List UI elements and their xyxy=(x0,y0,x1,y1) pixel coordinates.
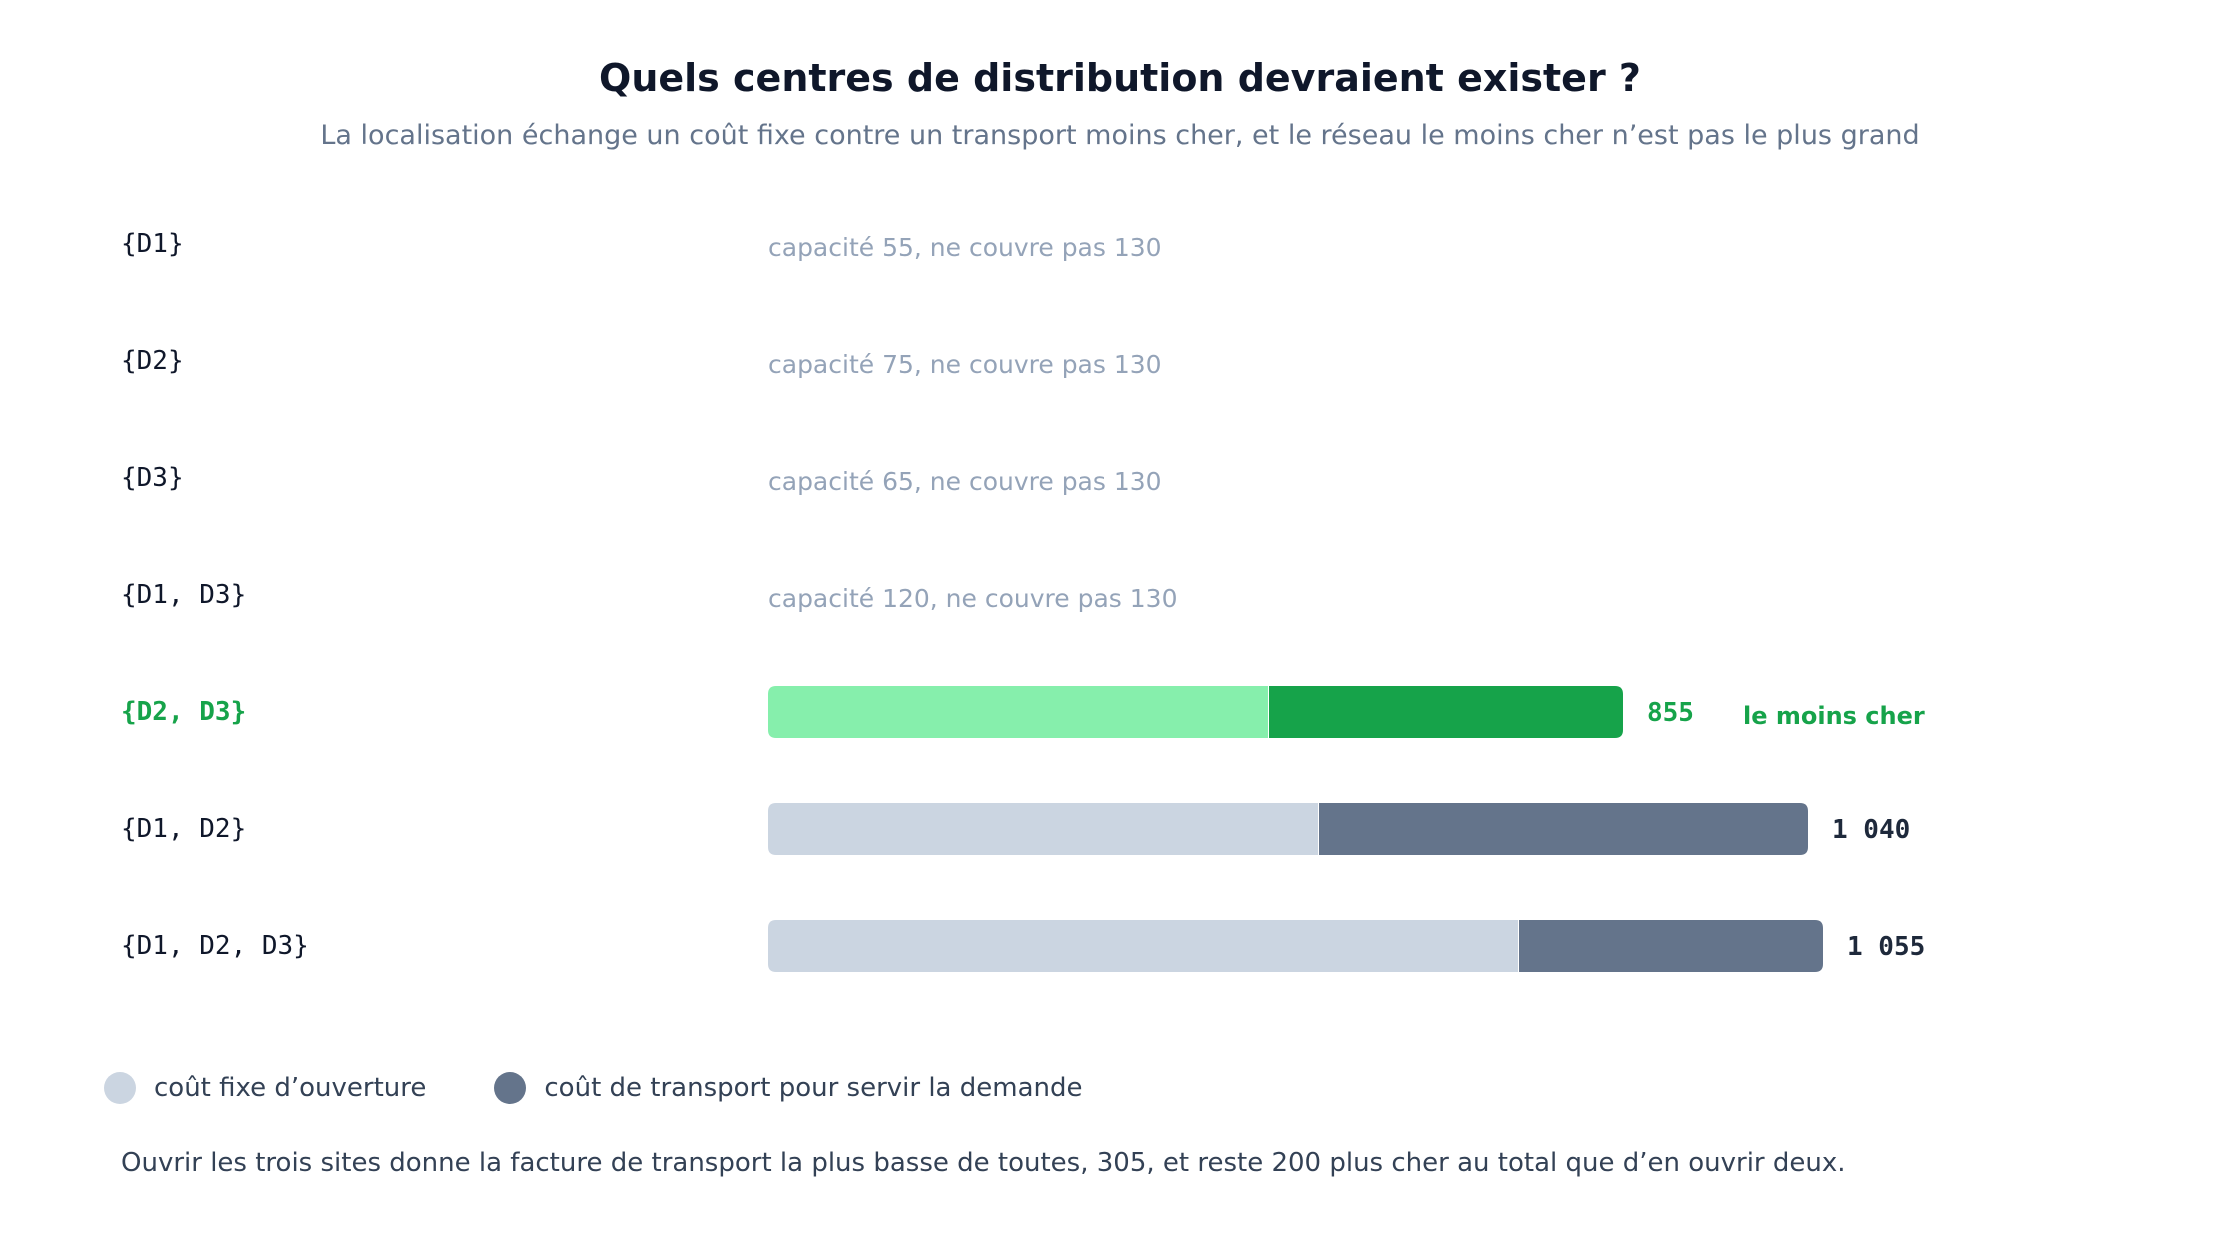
bar-transport-cost xyxy=(1269,686,1623,738)
bar-fixed-cost xyxy=(768,920,1518,972)
infeasible-note: capacité 75, ne couvre pas 130 xyxy=(768,350,1162,379)
cheapest-tag: le moins cher xyxy=(1743,702,1925,730)
category-label: {D2, D3} xyxy=(121,697,246,727)
category-label: {D1, D2, D3} xyxy=(121,931,309,961)
category-label: {D2} xyxy=(121,346,184,376)
category-label: {D1, D3} xyxy=(121,580,246,610)
infeasible-note: capacité 120, ne couvre pas 130 xyxy=(768,584,1177,613)
bar-fixed-cost xyxy=(768,803,1318,855)
legend-swatch-transport xyxy=(494,1072,526,1104)
total-label: 1 055 xyxy=(1847,932,1925,962)
bar-transport-cost xyxy=(1519,920,1823,972)
category-label: {D1, D2} xyxy=(121,814,246,844)
chart-footnote: Ouvrir les trois sites donne la facture … xyxy=(121,1148,1846,1178)
total-label: 1 040 xyxy=(1832,815,1910,845)
legend-swatch-fixed xyxy=(104,1072,136,1104)
legend-item-fixed: coût fixe d’ouverture xyxy=(104,1072,426,1104)
stacked-bar-chart: {D1} capacité 55, ne couvre pas 130 {D2} ca… xyxy=(0,0,2240,1040)
legend-item-transport: coût de transport pour servir la demande xyxy=(494,1072,1082,1104)
category-label: {D3} xyxy=(121,463,184,493)
infeasible-note: capacité 55, ne couvre pas 130 xyxy=(768,233,1162,262)
total-label: 855 xyxy=(1647,698,1694,728)
chart-legend: coût fixe d’ouverture coût de transport … xyxy=(104,1072,1151,1104)
bar-fixed-cost xyxy=(768,686,1268,738)
legend-label-transport: coût de transport pour servir la demande xyxy=(544,1073,1082,1103)
legend-label-fixed: coût fixe d’ouverture xyxy=(154,1073,426,1103)
category-label: {D1} xyxy=(121,229,184,259)
infeasible-note: capacité 65, ne couvre pas 130 xyxy=(768,467,1162,496)
bar-transport-cost xyxy=(1319,803,1808,855)
